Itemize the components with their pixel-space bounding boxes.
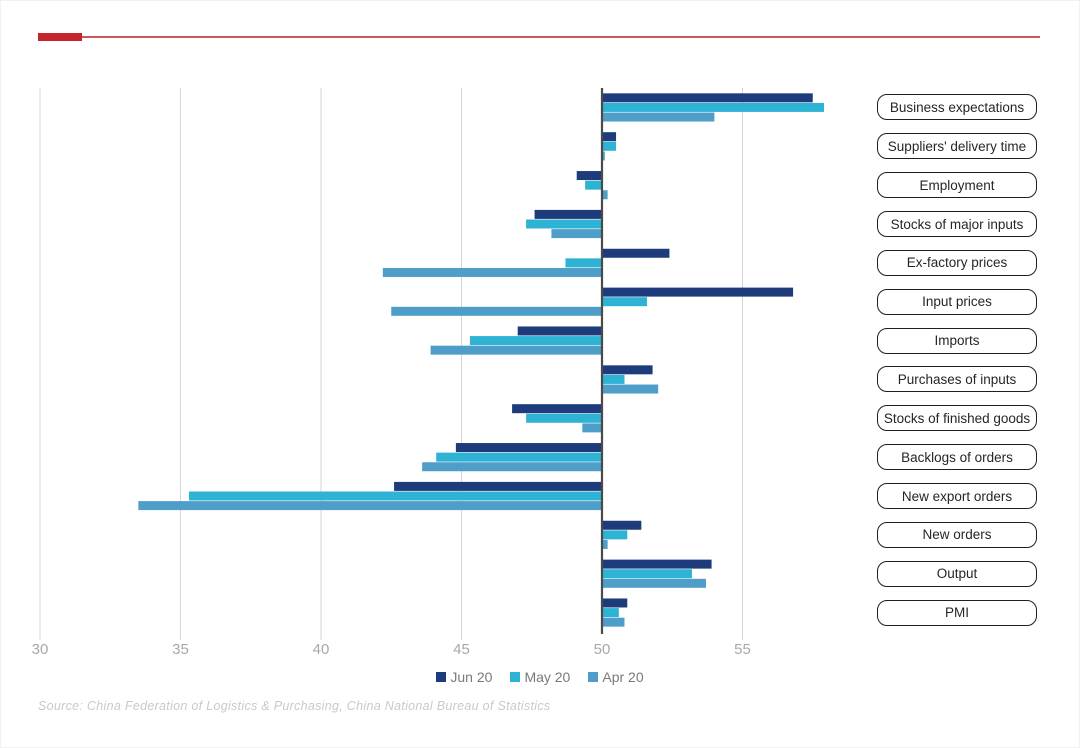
category-label: Stocks of major inputs <box>877 211 1037 237</box>
bar-may-20 <box>602 530 628 540</box>
bar-may-20 <box>585 180 602 190</box>
bar-apr-20 <box>391 306 602 316</box>
bar-jun-20 <box>602 520 642 530</box>
category-label: New orders <box>877 521 1037 548</box>
legend-label: May 20 <box>524 669 571 685</box>
bar-apr-20 <box>602 151 605 161</box>
x-axis-tick-label: 45 <box>453 641 470 658</box>
bar-apr-20 <box>602 539 608 549</box>
bar-jun-20 <box>602 248 670 258</box>
bar-may-20 <box>526 219 602 229</box>
bar-apr-20 <box>138 501 602 511</box>
bar-apr-20 <box>430 345 602 355</box>
bar-may-20 <box>436 452 602 462</box>
category-label: Suppliers' delivery time <box>877 133 1037 160</box>
legend-item: May 20 <box>510 669 570 685</box>
bar-may-20 <box>526 413 602 423</box>
legend-item: Jun 20 <box>436 669 492 685</box>
category-label: Ex-factory prices <box>877 249 1037 276</box>
bar-may-20 <box>602 297 647 307</box>
bar-jun-20 <box>512 404 602 414</box>
category-label: New export orders <box>877 483 1037 509</box>
bar-jun-20 <box>602 598 628 608</box>
category-label: Employment <box>877 172 1037 199</box>
bar-apr-20 <box>551 229 602 239</box>
category-label: Backlogs of orders <box>877 444 1037 471</box>
bar-apr-20 <box>602 384 659 394</box>
bar-may-20 <box>602 374 625 384</box>
bar-may-20 <box>469 336 602 346</box>
bar-jun-20 <box>602 287 794 297</box>
category-label: Imports <box>877 327 1037 354</box>
bar-jun-20 <box>602 559 712 569</box>
bar-apr-20 <box>382 267 602 277</box>
bar-may-20 <box>602 569 692 579</box>
bar-jun-20 <box>576 171 602 181</box>
bar-apr-20 <box>602 578 706 588</box>
x-axis-tick-label: 30 <box>32 641 49 658</box>
category-label: Business expectations <box>877 94 1037 121</box>
bar-may-20 <box>602 608 619 618</box>
bar-apr-20 <box>602 112 715 122</box>
bar-may-20 <box>602 102 824 112</box>
category-label: Stocks of finished goods <box>877 405 1037 432</box>
bar-jun-20 <box>517 326 602 336</box>
legend-swatch-icon <box>510 672 521 682</box>
bar-jun-20 <box>602 93 813 103</box>
brand-red-block <box>38 33 82 41</box>
category-label: Output <box>877 560 1037 587</box>
header-rule <box>38 36 1040 38</box>
category-label: Input prices <box>877 288 1037 315</box>
legend-label: Apr 20 <box>602 669 644 685</box>
x-axis-tick-label: 50 <box>594 641 611 658</box>
bar-jun-20 <box>602 132 617 142</box>
legend-swatch-icon <box>588 672 599 682</box>
legend-label: Jun 20 <box>450 669 493 685</box>
bar-may-20 <box>565 258 602 268</box>
legend-item: Apr 20 <box>588 669 644 685</box>
bar-jun-20 <box>534 209 602 219</box>
category-label: PMI <box>877 599 1037 626</box>
bar-apr-20 <box>582 423 602 433</box>
x-axis-tick-label: 35 <box>172 641 189 658</box>
x-axis-tick-label: 55 <box>734 641 751 658</box>
bar-jun-20 <box>602 365 653 375</box>
source-note: Source: China Federation of Logistics & … <box>38 699 551 713</box>
legend-swatch-icon <box>436 672 447 682</box>
bar-may-20 <box>188 491 602 501</box>
bar-apr-20 <box>422 462 602 472</box>
x-axis-tick-label: 40 <box>313 641 330 658</box>
chart-legend: Jun 20 May 20 Apr 20 <box>0 669 1080 685</box>
bar-jun-20 <box>455 443 602 453</box>
bar-jun-20 <box>394 481 602 491</box>
bar-apr-20 <box>602 617 625 627</box>
category-label: Purchases of inputs <box>877 366 1037 393</box>
bar-may-20 <box>602 141 617 151</box>
bar-apr-20 <box>602 190 608 200</box>
